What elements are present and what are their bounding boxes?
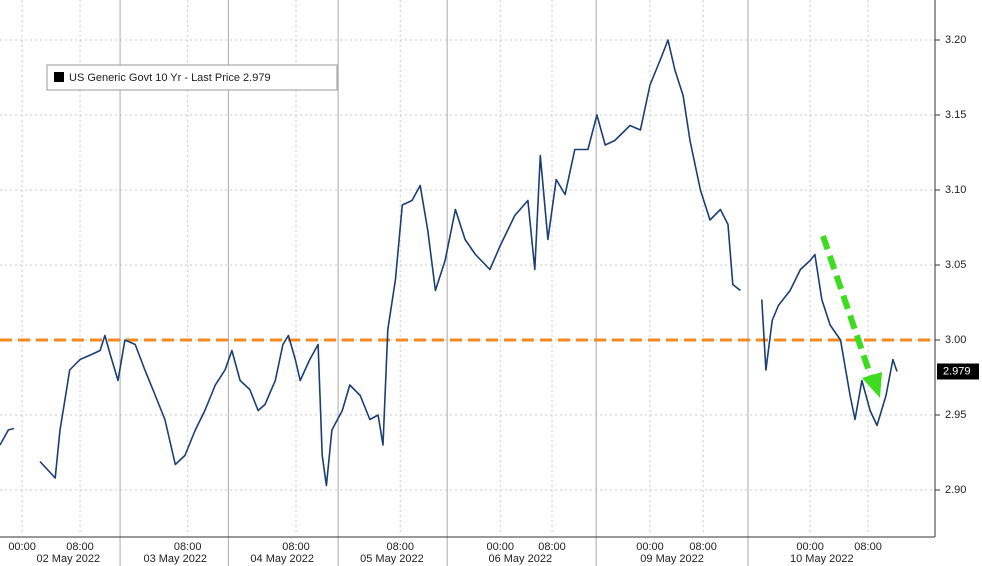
date-label: 05 May 2022 bbox=[360, 553, 424, 565]
x-tick-label: 08:00 bbox=[282, 541, 310, 553]
last-value-label: 2.979 bbox=[943, 365, 971, 377]
price-line bbox=[0, 39, 898, 487]
arrow-shaft bbox=[820, 235, 875, 381]
x-tick-label: 00:00 bbox=[796, 541, 824, 553]
x-tick-label: 00:00 bbox=[636, 541, 664, 553]
legend-label: US Generic Govt 10 Yr - Last Price 2.979 bbox=[69, 72, 271, 84]
date-label: 04 May 2022 bbox=[250, 553, 314, 565]
plot bbox=[0, 39, 935, 487]
x-tick-label: 08:00 bbox=[854, 541, 882, 553]
legend: US Generic Govt 10 Yr - Last Price 2.979 bbox=[46, 64, 338, 91]
y-tick-label: 3.05 bbox=[945, 259, 966, 271]
last-value-tag bbox=[937, 363, 979, 380]
x-tick-label: 08:00 bbox=[538, 541, 566, 553]
x-tick-label: 08:00 bbox=[386, 541, 414, 553]
date-label: 09 May 2022 bbox=[640, 553, 704, 565]
y-tick-label: 2.90 bbox=[945, 484, 966, 496]
grid bbox=[0, 0, 935, 566]
y-tick-label: 3.15 bbox=[945, 109, 966, 121]
legend-swatch bbox=[54, 72, 64, 82]
y-tick-label: 3.00 bbox=[945, 334, 966, 346]
date-label: 10 May 2022 bbox=[790, 553, 854, 565]
x-tick-label: 08:00 bbox=[174, 541, 202, 553]
y-tick-label: 2.95 bbox=[945, 409, 966, 421]
x-tick-label: 08:00 bbox=[66, 541, 94, 553]
y-tick-label: 3.10 bbox=[945, 184, 966, 196]
x-tick-label: 08:00 bbox=[689, 541, 717, 553]
x-tick-label: 00:00 bbox=[487, 541, 515, 553]
trend-arrow bbox=[820, 235, 882, 398]
date-label: 02 May 2022 bbox=[37, 553, 101, 565]
x-tick-label: 00:00 bbox=[8, 541, 36, 553]
arrow-head bbox=[862, 372, 882, 398]
date-label: 06 May 2022 bbox=[488, 553, 552, 565]
date-label: 03 May 2022 bbox=[143, 553, 207, 565]
legend-box bbox=[46, 64, 338, 91]
y-tick-label: 3.20 bbox=[945, 34, 966, 46]
